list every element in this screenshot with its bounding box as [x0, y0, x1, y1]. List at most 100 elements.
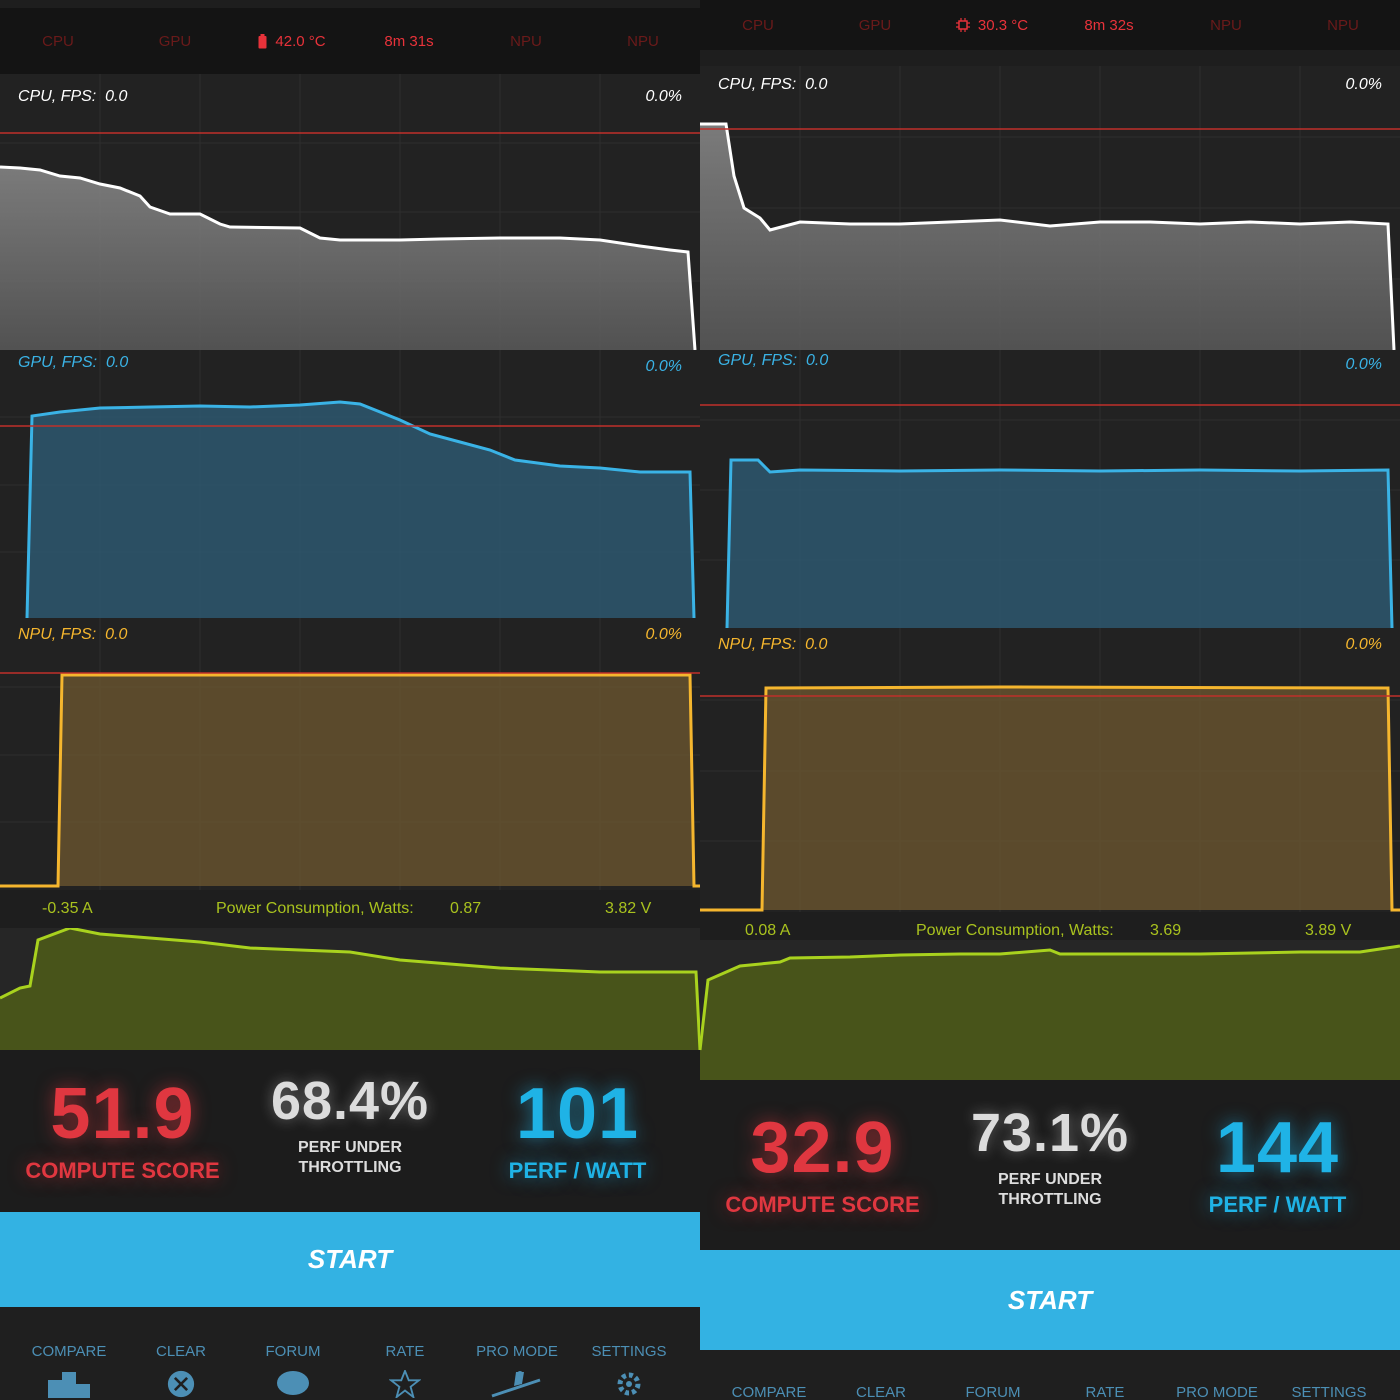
status-bar: CPU GPU 42.0 °C 8m 31s NPU NPU: [0, 8, 700, 74]
nav-pro-mode[interactable]: PRO MODE: [461, 1343, 573, 1398]
nav-forum[interactable]: FORUM: [237, 1343, 349, 1398]
nav-rate[interactable]: RATE: [349, 1343, 461, 1398]
gpu-line: [725, 458, 1394, 629]
gpu-graph: GPU, FPS: 0.0 0.0%: [700, 350, 1400, 630]
cpu-graph-plot: [0, 74, 700, 350]
npu-area: [762, 687, 1392, 910]
status-temperature: 42.0 °C: [234, 8, 350, 74]
gpu-graph-label: GPU, FPS: 0.0: [18, 354, 129, 371]
cpu-percent: 0.0%: [1345, 76, 1382, 93]
status-gpu: GPU: [158, 32, 192, 50]
cpu-graph-label: CPU, FPS: 0.0: [18, 88, 128, 105]
voltage-reading: 3.89 V: [1305, 922, 1352, 939]
status-npu: NPU: [1210, 16, 1242, 34]
nav-settings-label: SETTINGS: [1291, 1384, 1367, 1400]
gpu-graph-label: GPU, FPS: 0.0: [718, 352, 829, 369]
benchmark-panel-left: CPU GPU 42.0 °C 8m 31s NPU NPU CPU, FPS:…: [0, 8, 700, 1400]
compute-score-value: 32.9: [750, 1108, 895, 1188]
cpu-area: [0, 167, 695, 350]
status-gpu: GPU: [858, 16, 892, 34]
nav-pro-mode-label: PRO MODE: [476, 1343, 558, 1360]
power-graph-plot: [0, 928, 700, 1050]
status-npu: NPU: [510, 32, 542, 50]
gear-icon: [617, 1372, 641, 1396]
npu-area: [58, 675, 694, 886]
temperature-value: 30.3 °C: [977, 16, 1029, 34]
status-temperature: 30.3 °C: [934, 0, 1050, 50]
gpu-area: [727, 460, 1392, 628]
power-area: [0, 928, 700, 1050]
status-cpu: CPU: [42, 32, 74, 50]
status-npu-2: NPU: [627, 32, 659, 50]
nav-compare[interactable]: COMPARE: [13, 1343, 125, 1398]
npu-graph-label: NPU, FPS: 0.0: [718, 636, 828, 653]
cpu-fps-value: 0.0: [105, 88, 128, 105]
cpu-line: [0, 165, 697, 350]
cpu-area: [700, 124, 1394, 350]
start-button[interactable]: START: [0, 1212, 700, 1307]
nav-forum-label: FORUM: [965, 1384, 1021, 1400]
power-graph: [700, 940, 1400, 1080]
watts-reading: 0.87: [450, 900, 482, 917]
throttling-score: 68.4% PERF UNDER THROTTLING: [240, 1074, 460, 1178]
start-button[interactable]: START: [700, 1250, 1400, 1350]
score-summary: 51.9 COMPUTE SCORE 68.4% PERF UNDER THRO…: [0, 1050, 700, 1212]
power-graph-plot: [700, 940, 1400, 1080]
nav-settings[interactable]: SETTINGS: [573, 1343, 685, 1398]
gpu-graph: GPU, FPS: 0.0 0.0%: [0, 350, 700, 620]
nav-rate[interactable]: RATE: [1049, 1384, 1161, 1400]
npu-fps-value: 0.0: [105, 626, 128, 643]
cpu-graph: CPU, FPS: 0.0 0.0%: [700, 66, 1400, 350]
throttling-label: PERF UNDER THROTTLING: [297, 1139, 402, 1176]
cpu-chip-icon: [955, 18, 970, 32]
nav-clear[interactable]: CLEAR: [825, 1384, 937, 1400]
npu-graph-label: NPU, FPS: 0.0: [18, 626, 128, 643]
perf-watt-value: 101: [515, 1074, 640, 1154]
nav-clear[interactable]: CLEAR: [125, 1343, 237, 1398]
nav-clear-label: CLEAR: [855, 1384, 907, 1400]
npu-graph: NPU, FPS: 0.0 0.0%: [700, 630, 1400, 912]
status-elapsed-time: 8m 31s: [384, 32, 434, 50]
npu-graph-plot: [700, 630, 1400, 912]
nav-rate-label: RATE: [385, 1343, 425, 1360]
gpu-percent: 0.0%: [1345, 356, 1382, 373]
nav-compare[interactable]: COMPARE: [713, 1384, 825, 1400]
benchmark-panel-right: CPU GPU 30.3 °C 8m 32s NPU NPU CPU, FPS:…: [700, 0, 1400, 1400]
bottom-nav: COMPARE CLEAR FORUM RATE PRO MODE SETTIN…: [0, 1307, 700, 1400]
podium-icon: [48, 1372, 90, 1398]
nav-pro-mode-label: PRO MODE: [1176, 1384, 1258, 1400]
perf-watt-score: 101 PERF / WATT: [465, 1078, 690, 1184]
gpu-percent: 0.0%: [645, 358, 682, 375]
compute-score-value: 51.9: [50, 1074, 195, 1154]
npu-line: [0, 673, 700, 888]
power-area: [700, 946, 1400, 1080]
power-line: [0, 928, 700, 1050]
npu-percent: 0.0%: [1345, 636, 1382, 653]
throttling-label: PERF UNDER THROTTLING: [997, 1171, 1102, 1208]
throttling-score: 73.1% PERF UNDER THROTTLING: [940, 1106, 1160, 1210]
score-summary: 32.9 COMPUTE SCORE 73.1% PERF UNDER THRO…: [700, 1080, 1400, 1250]
current-reading: 0.08 A: [745, 922, 791, 939]
nav-clear-label: CLEAR: [155, 1343, 207, 1360]
power-line: [700, 944, 1400, 1051]
nav-compare-label: COMPARE: [31, 1343, 107, 1360]
chat-bubble-icon: [277, 1371, 309, 1395]
perf-watt-value: 144: [1215, 1108, 1340, 1188]
power-labels: -0.35 A Power Consumption, Watts: 0.87 3…: [0, 890, 700, 930]
npu-percent: 0.0%: [645, 626, 682, 643]
gpu-line: [25, 400, 696, 619]
nav-forum[interactable]: FORUM: [937, 1384, 1049, 1400]
nav-pro-mode[interactable]: PRO MODE: [1161, 1384, 1273, 1400]
perf-watt-score: 144 PERF / WATT: [1165, 1112, 1390, 1218]
cpu-graph-label: CPU, FPS: 0.0: [718, 76, 828, 93]
nav-rate-label: RATE: [1085, 1384, 1125, 1400]
gpu-graph-plot: [0, 350, 700, 620]
witch-broom-icon: [491, 1371, 541, 1398]
compute-score-label: COMPUTE SCORE: [725, 1192, 920, 1217]
nav-settings[interactable]: SETTINGS: [1273, 1384, 1385, 1400]
battery-icon: [258, 33, 267, 48]
throttling-value: 68.4%: [270, 1071, 430, 1131]
throttling-value: 73.1%: [970, 1103, 1130, 1163]
watts-reading: 3.69: [1150, 922, 1182, 939]
cpu-percent: 0.0%: [645, 88, 682, 105]
